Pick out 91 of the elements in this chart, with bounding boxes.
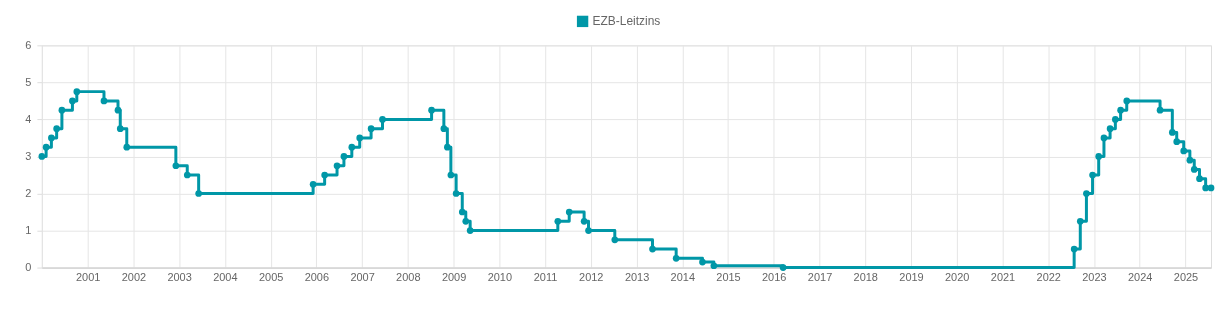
x-tick-label: 2015 [716,271,741,284]
x-tick-label: 2010 [487,271,513,284]
point [367,125,375,133]
point [428,106,435,114]
point [53,125,60,133]
x-tick-label: 2024 [1127,271,1153,284]
point [1173,138,1181,145]
x-tick-label: 2019 [899,271,924,284]
point [1190,166,1198,173]
point [1207,184,1215,192]
x-tick-label: 2009 [441,271,467,284]
point [649,245,656,253]
point [466,227,474,234]
x-tick-label: 2017 [807,271,833,284]
point [1076,217,1084,225]
point [100,97,108,105]
point [183,171,191,179]
point [69,97,76,105]
x-tick-label: 2001 [76,271,101,284]
x-tick-label: 2022 [1036,271,1061,284]
point [309,180,317,188]
y-tick-label: 3 [25,149,32,162]
x-tick-label: 2018 [853,271,878,284]
x-tick-label: 2020 [944,271,970,284]
legend-label: EZB-Leitzins [592,14,661,29]
point [1202,184,1209,192]
point [340,153,348,160]
point [348,143,356,151]
x-tick-label: 2007 [350,271,375,284]
point [710,262,718,270]
x-tick-label: 2012 [579,271,604,284]
point [48,134,55,142]
point [58,106,66,114]
point [611,236,619,244]
x-tick-label: 2006 [304,271,330,284]
point [779,264,787,271]
point [554,217,562,225]
point [172,162,180,170]
point [452,190,460,197]
point [1156,106,1164,114]
point [447,171,455,179]
y-tick-label: 1 [25,224,32,237]
x-tick-label: 2025 [1173,271,1199,284]
x-tick-label: 2014 [670,271,695,284]
x-tick-label: 2002 [121,271,147,284]
x-tick-label: 2011 [533,271,558,284]
point [1196,175,1203,183]
point [1106,125,1114,133]
point [1123,97,1131,105]
point [195,190,202,197]
point [1186,156,1194,164]
point [580,217,588,225]
x-tick-label: 2013 [624,271,650,284]
y-tick-label: 2 [25,186,32,199]
x-tick-label: 2004 [213,271,238,284]
point [356,134,364,142]
point [1070,245,1078,253]
x-tick-label: 2021 [990,271,1016,284]
x-tick-label: 2005 [258,271,284,284]
y-tick-label: 6 [25,38,32,51]
point [672,255,680,262]
point [1117,106,1124,114]
point [699,258,706,266]
y-tick-label: 0 [25,261,32,274]
y-tick-label: 4 [25,112,32,125]
point [333,162,341,170]
point [440,125,448,133]
point [1180,147,1188,155]
y-tick-label: 5 [25,75,32,88]
point [379,116,386,123]
point [321,171,328,179]
point [123,143,131,151]
point [114,106,122,114]
point [73,88,81,95]
point [1083,190,1090,197]
point [1168,129,1176,136]
point [565,208,573,216]
point [1112,116,1119,123]
point [1089,171,1096,179]
point [462,217,470,225]
point [1095,153,1103,160]
x-tick-label: 2016 [762,271,787,284]
point [116,125,124,133]
point [1100,134,1108,142]
point [42,143,50,151]
x-tick-label: 2003 [167,271,192,284]
x-tick-label: 2023 [1082,271,1107,284]
point [585,227,592,234]
point [458,208,466,216]
x-tick-label: 2008 [396,271,421,284]
point [444,143,451,151]
